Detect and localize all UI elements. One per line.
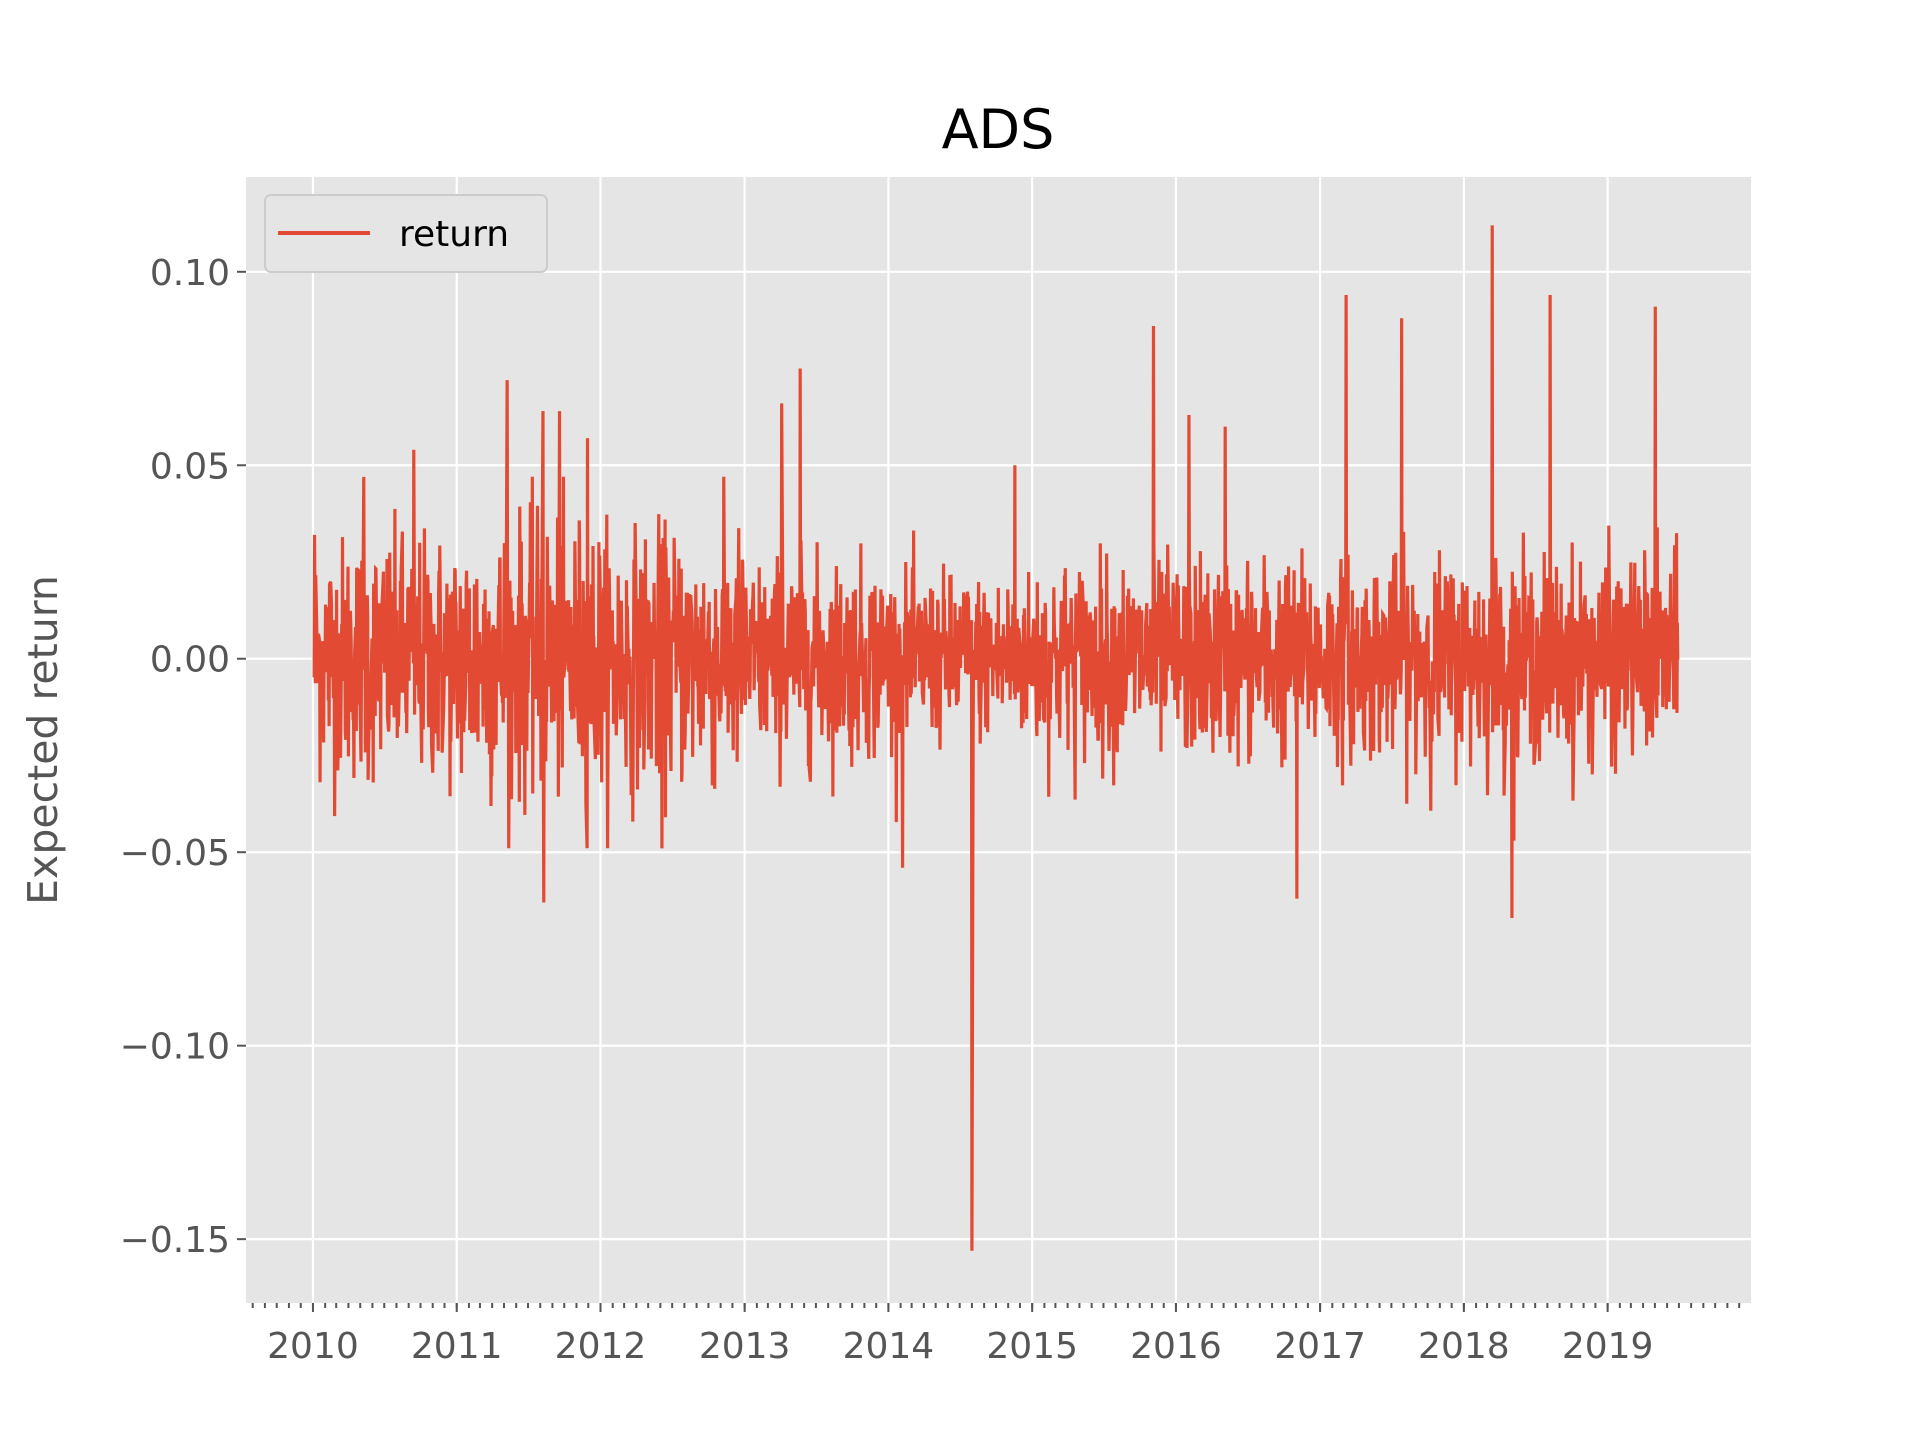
x-tick-label: 2011 [411,1326,503,1367]
x-tick-label: 2014 [843,1326,935,1367]
series-layer [312,225,1680,1251]
plot-background [246,177,1751,1303]
y-tick-label: −0.10 [120,1027,230,1068]
x-tick-label: 2015 [986,1326,1078,1367]
x-axis: 2010 2011 2012 2013 2014 2015 2016 2017 2018 2019 [251,1303,1741,1367]
x-tick-label: 2019 [1562,1326,1654,1367]
y-tick-label: −0.05 [120,833,230,874]
y-axis-label: Expected return [19,575,67,905]
chart-title: ADS [942,98,1055,161]
x-tick-label: 2010 [267,1326,359,1367]
x-tick-label: 2013 [699,1326,791,1367]
y-tick-label: 0.00 [150,640,230,681]
legend: return [264,194,548,273]
x-tick-label: 2018 [1418,1326,1510,1367]
x-tick-label: 2017 [1274,1326,1366,1367]
x-tick-label: 2012 [555,1326,647,1367]
y-tick-label: 0.05 [150,446,230,487]
legend-box [264,194,548,273]
y-axis: 0.10 0.05 0.00 −0.05 −0.10 −0.15 [120,253,246,1261]
x-gridlines [311,177,1609,1303]
y-tick-label: 0.10 [150,253,230,294]
y-tick-label: −0.15 [120,1220,230,1261]
legend-label-return: return [399,214,509,255]
x-tick-label: 2016 [1130,1326,1222,1367]
series-line-return [312,225,1680,1251]
